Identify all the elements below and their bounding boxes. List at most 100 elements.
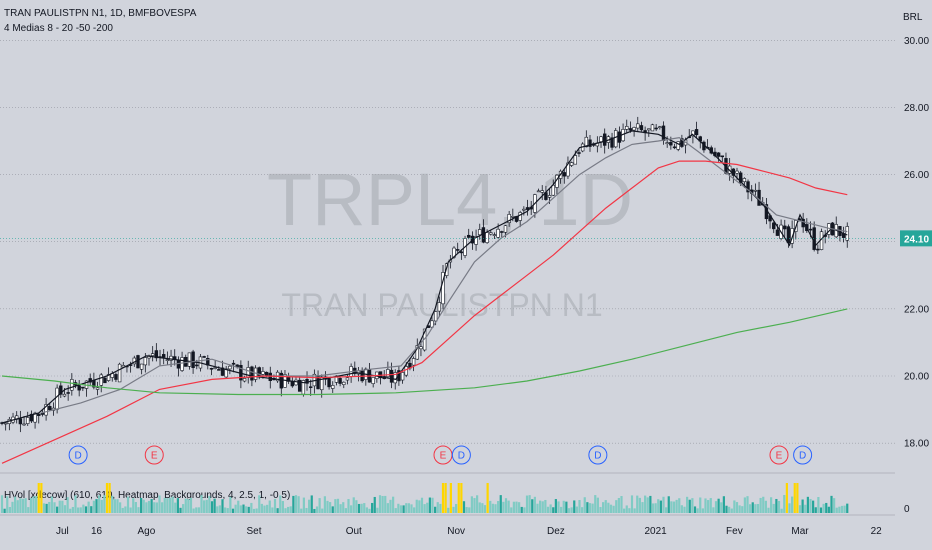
volume-bar: [814, 507, 817, 513]
volume-axis-label: 0: [904, 504, 910, 515]
volume-bar: [318, 498, 321, 513]
volume-bar: [360, 503, 363, 513]
dividend-marker: [793, 445, 813, 465]
volume-bar: [334, 499, 337, 513]
volume-bar: [32, 496, 35, 513]
volume-bar: [846, 503, 849, 513]
volume-bar: [728, 506, 731, 513]
volume-bar: [205, 499, 208, 513]
candle-body: [522, 208, 526, 211]
volume-bar: [42, 503, 46, 513]
volume-indicator-label[interactable]: HVol [xdecow] (610, 610, Heatmap, Backgr…: [4, 490, 291, 501]
time-tick-label: Dez: [547, 526, 565, 537]
volume-bar: [809, 498, 812, 513]
candle-body: [3, 422, 8, 425]
volume-bar: [683, 506, 686, 513]
volume-bar: [628, 508, 631, 513]
volume-bar: [762, 496, 765, 513]
candle-body: [511, 216, 515, 218]
volume-bar: [292, 495, 295, 513]
volume-bar: [806, 496, 809, 513]
volume-bar: [615, 500, 618, 513]
volume-bar: [189, 497, 193, 513]
candle-body: [746, 181, 750, 193]
volume-bar: [462, 501, 466, 513]
candle-body: [772, 222, 776, 230]
volume-bar: [680, 505, 683, 513]
candle-body: [176, 360, 181, 369]
volume-bar: [562, 500, 565, 513]
volume-bar: [447, 507, 450, 513]
volume-bar: [124, 506, 127, 513]
volume-bar: [326, 500, 329, 513]
volume-bar: [510, 507, 513, 513]
candle-body: [610, 137, 614, 148]
dividend-marker-label: D: [799, 451, 806, 462]
candle-body: [224, 368, 228, 378]
volume-bar: [581, 507, 584, 513]
legend-title[interactable]: TRAN PAULISTPN N1, 1D, BMFBOVESPA: [4, 8, 197, 19]
volume-bar: [707, 500, 710, 513]
volume-bar: [722, 496, 725, 513]
volume-bar: [158, 495, 161, 513]
volume-bar: [187, 498, 190, 513]
volume-bar: [756, 503, 760, 513]
time-tick-label: Out: [346, 526, 362, 537]
candle-body: [433, 311, 438, 322]
volume-bar: [300, 508, 303, 513]
candle-body: [647, 128, 651, 131]
volume-bar: [368, 508, 371, 513]
legend-indicator[interactable]: 4 Medias 8 - 20 -50 -200: [4, 23, 113, 34]
last-price-label: 24.10: [904, 234, 929, 245]
volume-bar: [179, 507, 182, 513]
volume-bar: [386, 503, 389, 513]
volume-bar: [418, 500, 421, 513]
volume-bar: [168, 497, 172, 513]
earnings-marker-label: E: [776, 451, 783, 462]
ma-200-line: [1, 308, 848, 396]
volume-bar: [777, 500, 781, 513]
volume-bar: [720, 502, 723, 513]
candle-body: [573, 155, 578, 165]
candle-body: [217, 369, 221, 371]
volume-bar: [444, 483, 447, 513]
candle-body: [639, 125, 644, 131]
volume-bar: [599, 506, 602, 513]
volume-bar: [596, 497, 599, 513]
volume-bar: [441, 483, 445, 513]
volume-bar: [19, 498, 22, 513]
volume-bar: [234, 504, 237, 513]
volume-bar: [801, 499, 804, 513]
volume-bar: [457, 483, 460, 513]
volume-bar: [192, 508, 195, 513]
volume-bar: [231, 508, 235, 513]
volume-bar: [426, 502, 429, 513]
volume-bar: [71, 506, 74, 513]
volume-bar: [302, 497, 305, 513]
volume-bar: [245, 506, 248, 513]
volume-bar: [384, 495, 387, 513]
volume-bar: [399, 505, 403, 513]
volume-bar: [578, 500, 581, 513]
candle-body: [496, 228, 500, 238]
volume-bar: [630, 495, 634, 513]
candle-body: [250, 366, 254, 381]
volume-bar: [410, 504, 413, 513]
volume-bar: [481, 503, 484, 513]
candle-body: [415, 345, 419, 360]
volume-bar: [607, 502, 610, 513]
volume-bar: [483, 505, 487, 513]
candle-body: [242, 378, 247, 382]
volume-bar: [126, 496, 130, 513]
volume-bar: [633, 508, 636, 513]
ma-50-line: [1, 160, 848, 464]
candle-body: [37, 413, 41, 416]
candle-body: [672, 146, 677, 149]
candle-body: [320, 376, 324, 391]
volume-bar: [657, 499, 660, 513]
volume-bar: [405, 503, 408, 513]
volume-bar: [210, 501, 214, 513]
volume-bar: [66, 497, 69, 513]
